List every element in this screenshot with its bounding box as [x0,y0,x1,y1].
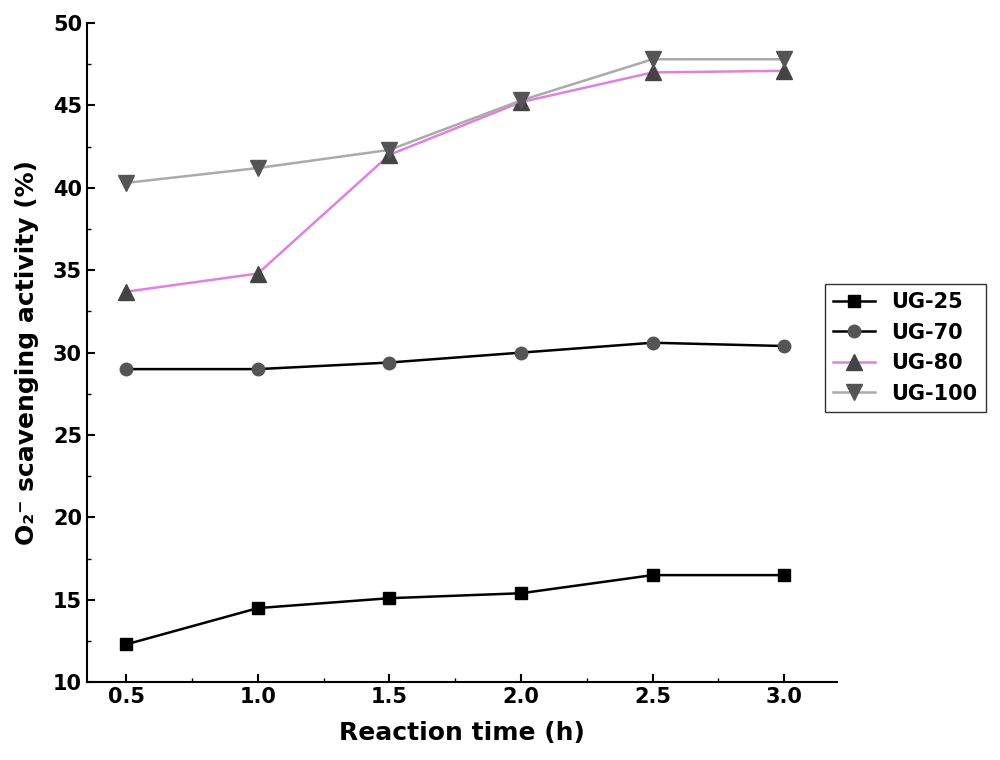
UG-80 [120,287,132,296]
UG-25 [252,603,264,613]
UG-70 [252,365,264,374]
UG-100 [252,163,264,173]
UG-100 [647,55,659,64]
UG-80 [252,269,264,278]
UG-25 [383,594,395,603]
UG-100 [120,179,132,188]
UG-80 [647,68,659,77]
UG-80 [778,66,790,75]
UG-25 [515,589,527,598]
UG-25 [647,571,659,580]
UG-70 [383,358,395,367]
Legend: UG-25, UG-70, UG-80, UG-100: UG-25, UG-70, UG-80, UG-100 [825,284,986,412]
Line: UG-25: UG-25 [120,569,790,651]
UG-80 [515,97,527,106]
UG-100 [383,145,395,154]
X-axis label: Reaction time (h): Reaction time (h) [339,721,585,745]
Y-axis label: O₂⁻ scavenging activity (%): O₂⁻ scavenging activity (%) [15,160,39,545]
UG-70 [515,348,527,357]
UG-70 [647,338,659,347]
Line: UG-70: UG-70 [120,337,790,375]
UG-100 [515,96,527,105]
UG-70 [120,365,132,374]
Line: UG-100: UG-100 [119,52,792,191]
UG-100 [778,55,790,64]
UG-25 [120,640,132,649]
UG-80 [383,150,395,160]
UG-70 [778,341,790,350]
UG-25 [778,571,790,580]
Line: UG-80: UG-80 [119,63,792,299]
